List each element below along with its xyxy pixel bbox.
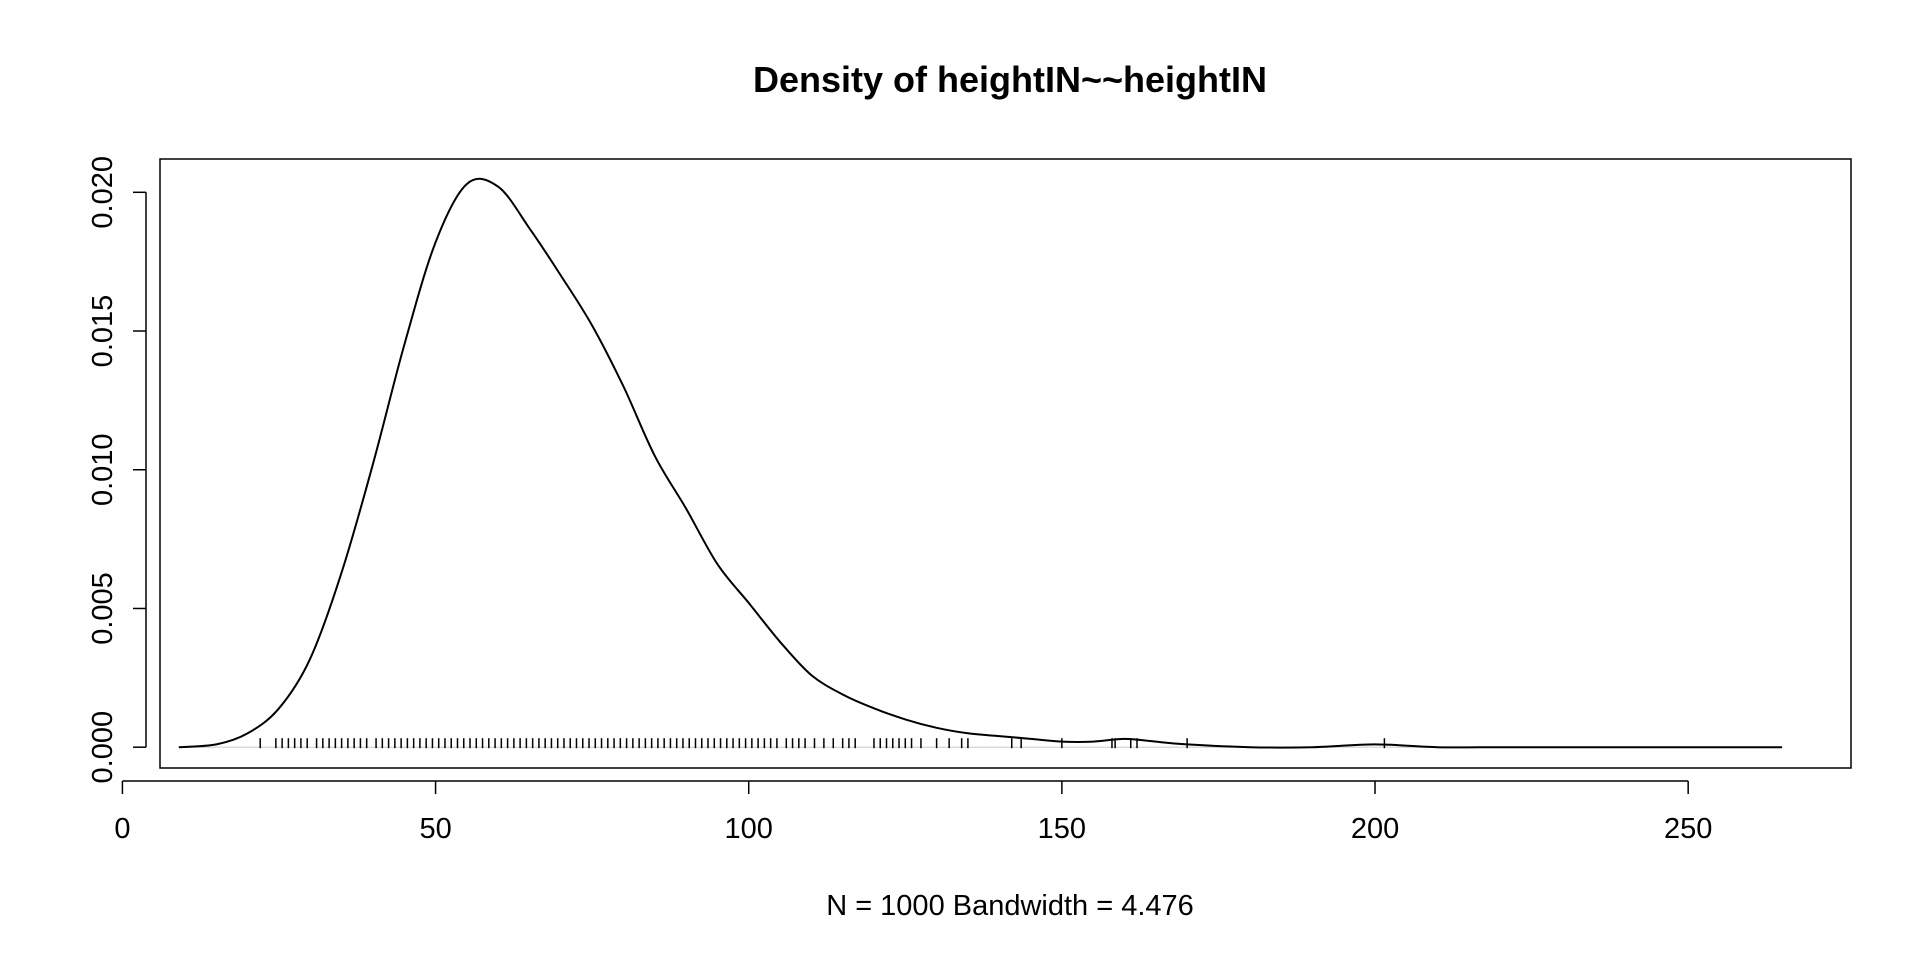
chart-title: Density of heightIN~~heightIN xyxy=(753,59,1267,100)
y-axis: 0.000 0.005 0.010 0.015 0.020 xyxy=(87,156,147,784)
x-axis: 0 50 100 150 200 250 xyxy=(114,780,1712,845)
y-tick-label: 0.015 xyxy=(87,295,119,368)
plot-area-box xyxy=(159,158,1852,769)
density-curve xyxy=(178,177,1783,749)
y-tick-label: 0.020 xyxy=(87,156,119,229)
x-tick-label: 250 xyxy=(1664,813,1712,845)
x-tick-label: 200 xyxy=(1351,813,1399,845)
y-tick-label: 0.005 xyxy=(87,572,119,645)
x-tick-label: 100 xyxy=(725,813,773,845)
x-axis-label: N = 1000 Bandwidth = 4.476 xyxy=(826,890,1194,922)
y-tick-label: 0.000 xyxy=(87,711,119,784)
x-tick-label: 50 xyxy=(419,813,451,845)
x-tick-label: 0 xyxy=(114,813,130,845)
x-tick-label: 150 xyxy=(1038,813,1086,845)
y-tick-label: 0.010 xyxy=(87,433,119,506)
